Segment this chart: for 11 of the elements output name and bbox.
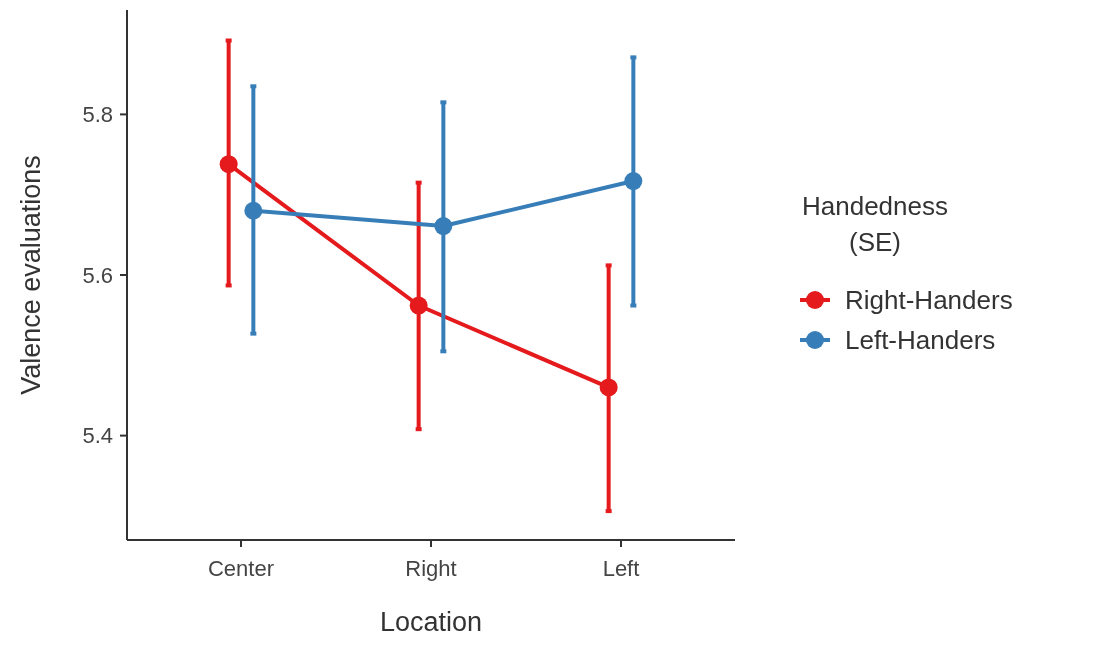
legend-label: Right-Handers xyxy=(845,285,1013,316)
y-axis-title: Valence evaluations xyxy=(16,155,46,395)
y-tick-label: 5.8 xyxy=(82,102,113,128)
x-tick-label: Center xyxy=(207,556,275,581)
legend-title: Handedness (SE) xyxy=(802,191,948,257)
x-tick-label: Right xyxy=(405,556,457,581)
x-axis-title: Location xyxy=(379,607,483,637)
x-tick-label: Left xyxy=(602,556,640,581)
y-tick-label: 5.6 xyxy=(82,262,113,288)
y-tick-label: 5.4 xyxy=(82,423,113,449)
legend-label: Left-Handers xyxy=(845,325,996,356)
